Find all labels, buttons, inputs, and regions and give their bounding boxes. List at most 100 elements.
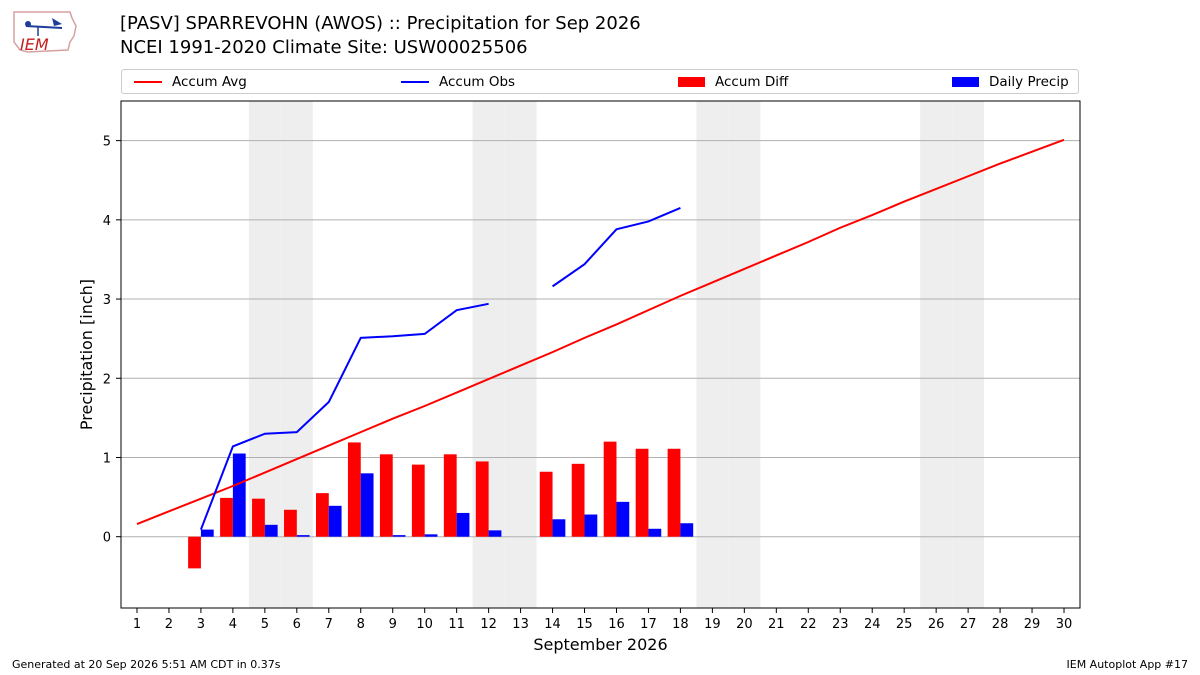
title-line-1: [PASV] SPARREVOHN (AWOS) :: Precipitatio… — [120, 13, 641, 34]
x-tick-label-12: 12 — [480, 617, 497, 632]
iem-logo: IEM — [8, 6, 80, 58]
y-axis-ticks: 0 1 2 3 4 5 — [103, 135, 121, 546]
daily-precip-bar-day-12 — [488, 530, 502, 537]
x-axis-ticks: 1 2 3 4 5 6 7 8 9 10 11 12 13 14 15 16 17 18 19 20 21 22 23 24 2… — [133, 608, 1072, 632]
daily-precip-bar-day-9 — [392, 535, 406, 537]
x-tick-label-25: 25 — [896, 617, 913, 632]
x-tick-label-14: 14 — [544, 617, 561, 632]
accum-diff-bar-day-3 — [188, 536, 201, 569]
daily-precip-bar-day-7 — [328, 505, 342, 537]
y-tick-label-0: 0 — [103, 531, 111, 546]
x-tick-label-20: 20 — [736, 617, 753, 632]
x-tick-label-10: 10 — [416, 617, 433, 632]
daily-precip-bar-day-16 — [616, 501, 630, 537]
daily-precip-bar-day-18 — [680, 523, 694, 537]
x-tick-label-8: 8 — [357, 617, 365, 632]
accum-diff-bar-day-5 — [252, 498, 265, 537]
accum-diff-bar-day-15 — [571, 463, 585, 537]
accum-diff-bar-day-4 — [220, 497, 233, 537]
y-tick-label-1: 1 — [103, 451, 111, 466]
weekend-shade-day-26 — [920, 101, 953, 608]
legend-swatch-daily-precip — [952, 77, 979, 87]
x-tick-label-3: 3 — [197, 617, 205, 632]
generated-timestamp: Generated at 20 Sep 2026 5:51 AM CDT in … — [12, 658, 281, 671]
app-label: IEM Autoplot App #17 — [1066, 658, 1189, 671]
x-tick-label-17: 17 — [640, 617, 657, 632]
weekend-shade-day-13 — [504, 101, 537, 608]
accum-avg-line-segment-1 — [136, 138, 1065, 525]
accum-diff-bar-day-17 — [635, 448, 649, 537]
x-tick-label-4: 4 — [229, 617, 237, 632]
accum-diff-bar-day-6 — [284, 509, 297, 537]
x-tick-label-16: 16 — [608, 617, 625, 632]
daily-precip-bar-day-15 — [584, 514, 598, 537]
x-tick-label-21: 21 — [768, 617, 785, 632]
weekend-shade-day-20 — [728, 101, 761, 608]
accum-diff-bar-day-9 — [379, 454, 393, 537]
daily-precip-bar-day-11 — [456, 512, 470, 537]
x-tick-label-15: 15 — [576, 617, 593, 632]
x-tick-label-7: 7 — [325, 617, 333, 632]
lines — [136, 138, 1065, 530]
accum-diff-bar-day-7 — [315, 493, 329, 537]
daily-precip-bar-day-10 — [424, 534, 438, 537]
accum-diff-bar-day-8 — [347, 442, 361, 537]
legend-item-accum-obs: Accum Obs — [401, 74, 515, 90]
legend-swatch-accum-diff — [678, 77, 705, 87]
daily-precip-bar-day-17 — [648, 528, 662, 537]
x-tick-label-22: 22 — [800, 617, 817, 632]
x-tick-label-28: 28 — [992, 617, 1009, 632]
legend-label-accum-obs: Accum Obs — [439, 74, 516, 90]
weekend-shade-day-27 — [952, 101, 985, 608]
y-tick-label-3: 3 — [103, 293, 111, 308]
legend-item-accum-avg: Accum Avg — [134, 74, 247, 90]
x-tick-label-13: 13 — [512, 617, 529, 632]
x-tick-label-19: 19 — [704, 617, 721, 632]
accum-diff-bar-day-10 — [411, 464, 425, 537]
y-tick-label-5: 5 — [103, 135, 111, 150]
chart-legend: Accum Avg Accum Obs Accum Diff Daily Pre… — [121, 69, 1079, 94]
x-axis-label: September 2026 — [533, 635, 667, 654]
chart-title: [PASV] SPARREVOHN (AWOS) :: Precipitatio… — [120, 12, 641, 60]
legend-item-daily-precip: Daily Precip — [952, 74, 1069, 90]
y-tick-label-2: 2 — [103, 372, 111, 387]
x-tick-label-30: 30 — [1056, 617, 1073, 632]
accum-diff-bar-day-14 — [539, 471, 553, 537]
x-tick-label-5: 5 — [261, 617, 269, 632]
legend-label-accum-avg: Accum Avg — [172, 74, 247, 90]
legend-label-accum-diff: Accum Diff — [715, 74, 789, 90]
y-axis-label: Precipitation [inch] — [77, 279, 96, 430]
x-tick-label-11: 11 — [448, 617, 465, 632]
bars — [188, 441, 694, 569]
y-tick-label-4: 4 — [103, 214, 111, 229]
accum-obs-line-segment-2 — [551, 207, 681, 288]
accum-diff-bar-day-18 — [667, 448, 681, 537]
x-tick-label-23: 23 — [832, 617, 849, 632]
daily-precip-bar-day-3 — [200, 529, 214, 537]
daily-precip-bar-day-5 — [264, 524, 278, 537]
legend-swatch-accum-avg — [134, 81, 162, 83]
accum-obs-line-segment-1 — [199, 302, 489, 530]
accum-diff-bar-day-11 — [443, 454, 457, 537]
legend-swatch-accum-obs — [401, 81, 429, 83]
daily-precip-bar-day-4 — [232, 453, 246, 537]
daily-precip-bar-day-6 — [296, 535, 310, 537]
daily-precip-bar-day-8 — [360, 473, 374, 537]
x-tick-label-6: 6 — [293, 617, 301, 632]
x-tick-label-2: 2 — [165, 617, 173, 632]
x-tick-label-18: 18 — [672, 617, 689, 632]
grid-lines — [121, 140, 1080, 538]
x-tick-label-26: 26 — [928, 617, 945, 632]
legend-item-accum-diff: Accum Diff — [678, 74, 788, 90]
x-tick-label-29: 29 — [1024, 617, 1041, 632]
x-tick-label-27: 27 — [960, 617, 977, 632]
accum-diff-bar-day-12 — [475, 461, 489, 537]
x-tick-label-24: 24 — [864, 617, 881, 632]
x-tick-label-9: 9 — [389, 617, 397, 632]
x-tick-label-1: 1 — [133, 617, 141, 632]
accum-diff-bar-day-16 — [603, 441, 617, 537]
legend-label-daily-precip: Daily Precip — [989, 74, 1069, 90]
logo-text: IEM — [20, 35, 49, 54]
title-line-2: NCEI 1991-2020 Climate Site: USW00025506 — [120, 37, 528, 58]
